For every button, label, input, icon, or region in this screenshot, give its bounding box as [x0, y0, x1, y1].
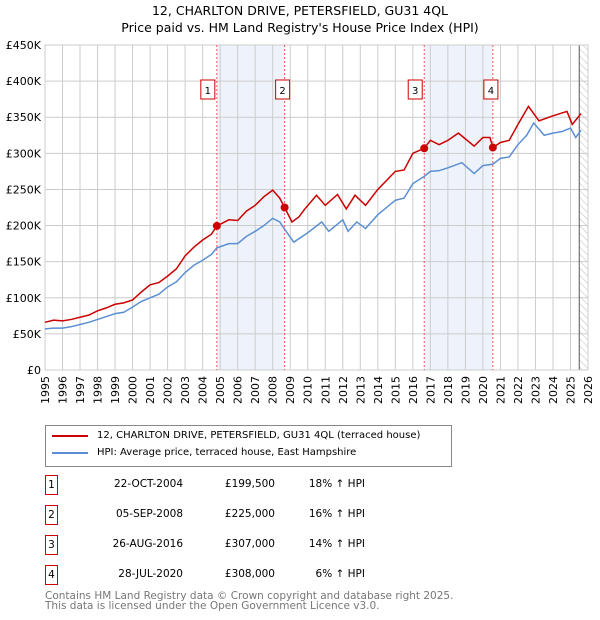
x-tick-label: 2008 — [267, 376, 280, 404]
sale-number: 3 — [45, 535, 58, 555]
x-tick-label: 2015 — [389, 376, 402, 404]
x-tick-label: 2026 — [582, 376, 595, 404]
forecast-hatch — [579, 45, 588, 370]
x-tick-label: 2006 — [232, 376, 245, 404]
sale-price: £225,000 — [224, 508, 275, 520]
x-tick-label: 2019 — [459, 376, 472, 404]
sale-hpi-diff: 6% ↑ HPI — [315, 568, 365, 580]
sale-row: 3 26-AUG-2016 £307,000 14% ↑ HPI — [45, 535, 445, 555]
chart-title: 12, CHARLTON DRIVE, PETERSFIELD, GU31 4Q… — [151, 3, 449, 18]
legend-label: 12, CHARLTON DRIVE, PETERSFIELD, GU31 4Q… — [97, 430, 421, 441]
y-tick-label: £300K — [6, 147, 42, 160]
x-tick-label: 2022 — [512, 376, 525, 404]
x-tick-label: 2018 — [442, 376, 455, 404]
x-tick-label: 2003 — [179, 376, 192, 404]
legend-label: HPI: Average price, terraced house, East… — [97, 447, 357, 458]
x-tick-label: 2020 — [477, 376, 490, 404]
sale-marker-box — [275, 79, 291, 100]
sale-date: 28-JUL-2020 — [118, 568, 183, 580]
x-tick-label: 2009 — [284, 376, 297, 404]
x-tick-label: 2014 — [372, 376, 385, 404]
x-tick-label: 2012 — [337, 376, 350, 404]
x-tick-label: 2000 — [127, 376, 140, 404]
sale-row: 2 05-SEP-2008 £225,000 16% ↑ HPI — [45, 505, 445, 525]
x-tick-label: 1997 — [74, 376, 87, 404]
sale-marker-box — [200, 79, 216, 100]
sale-point — [280, 203, 289, 212]
legend-item-property: 12, CHARLTON DRIVE, PETERSFIELD, GU31 4Q… — [52, 430, 420, 441]
legend-item-hpi: HPI: Average price, terraced house, East… — [52, 447, 356, 458]
sale-number: 4 — [45, 565, 58, 585]
legend-swatch-blue — [52, 451, 88, 454]
sale-number: 1 — [45, 475, 58, 495]
sale-marker-label: 2 — [279, 86, 285, 97]
series-line-hpi — [44, 121, 582, 330]
y-tick-label: £450K — [6, 39, 42, 52]
sale-row: 1 22-OCT-2004 £199,500 18% ↑ HPI — [45, 475, 445, 495]
x-tick-label: 2011 — [319, 376, 332, 404]
x-tick-label: 2017 — [424, 376, 437, 404]
x-tick-label: 1999 — [109, 376, 122, 404]
x-tick-label: 2025 — [564, 376, 577, 404]
y-tick-label: £250K — [6, 183, 42, 196]
x-tick-label: 2024 — [547, 376, 560, 404]
sale-point — [488, 143, 497, 152]
y-tick-label: £0 — [27, 364, 41, 377]
x-tick-label: 2010 — [302, 376, 315, 404]
x-tick-label: 2021 — [494, 376, 507, 404]
sale-hpi-diff: 16% ↑ HPI — [308, 508, 365, 520]
x-tick-label: 1995 — [39, 376, 52, 404]
sale-date: 05-SEP-2008 — [115, 508, 183, 520]
sale-price: £307,000 — [224, 538, 275, 550]
line-chart: 1995 1996 1997 1998 1999 2000 2001 2002 2003 2004… — [6, 39, 595, 404]
legend: 12, CHARLTON DRIVE, PETERSFIELD, GU31 4Q… — [45, 425, 452, 467]
x-tick-label: 2001 — [144, 376, 157, 404]
y-tick-label: £50K — [13, 328, 42, 341]
x-tick-label: 2002 — [162, 376, 175, 404]
sale-hpi-diff: 14% ↑ HPI — [308, 538, 365, 550]
x-tick-label: 2007 — [249, 376, 262, 404]
sale-marker-label: 3 — [412, 86, 418, 97]
x-tick-label: 2016 — [407, 376, 420, 404]
sale-point — [212, 221, 221, 230]
sale-date: 22-OCT-2004 — [114, 478, 183, 490]
sale-date: 26-AUG-2016 — [112, 538, 183, 550]
x-tick-label: 2023 — [529, 376, 542, 404]
x-tick-label: 2013 — [354, 376, 367, 404]
y-tick-label: £350K — [6, 111, 42, 124]
y-tick-label: £100K — [6, 292, 42, 305]
sale-price: £308,000 — [224, 568, 275, 580]
sale-marker-label: 4 — [488, 86, 494, 97]
sale-hpi-diff: 18% ↑ HPI — [308, 478, 365, 490]
footer-line: Contains HM Land Registry data © Crown c… — [45, 590, 454, 602]
sale-marker-box — [483, 79, 499, 100]
x-tick-label: 1998 — [92, 376, 105, 404]
x-tick-label: 2005 — [214, 376, 227, 404]
x-tick-label: 1996 — [57, 376, 70, 404]
series-line-property — [44, 105, 582, 324]
footer: Contains HM Land Registry data © Crown c… — [45, 590, 454, 612]
y-tick-label: £400K — [6, 75, 42, 88]
sale-price: £199,500 — [224, 478, 275, 490]
shaded-period — [424, 45, 493, 370]
y-tick-label: £150K — [6, 256, 42, 269]
sale-point — [420, 144, 429, 153]
legend-swatch-red — [52, 434, 88, 437]
sale-row: 4 28-JUL-2020 £308,000 6% ↑ HPI — [45, 565, 445, 585]
plot-border — [44, 44, 589, 371]
sale-marker-box — [407, 79, 423, 100]
footer-line: This data is licensed under the Open Gov… — [45, 600, 380, 612]
chart-subtitle: Price paid vs. HM Land Registry's House … — [121, 20, 479, 35]
y-tick-label: £200K — [6, 220, 42, 233]
x-tick-label: 2004 — [197, 376, 210, 404]
sale-number: 2 — [45, 505, 58, 525]
sale-marker-label: 1 — [205, 86, 211, 97]
